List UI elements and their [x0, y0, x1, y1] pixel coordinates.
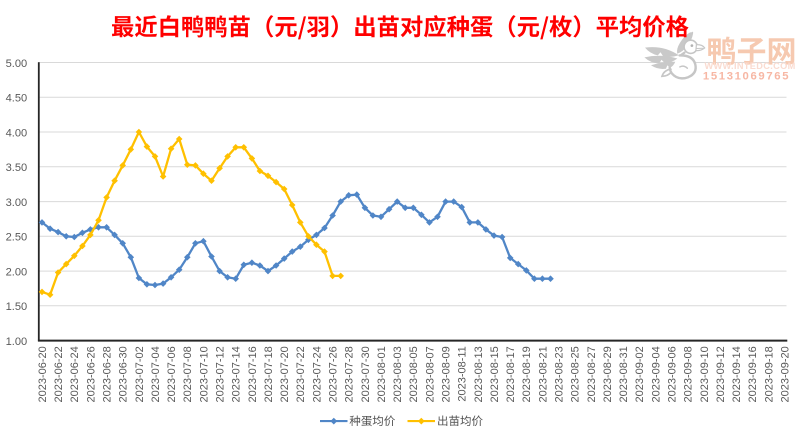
- svg-text:2023-07-06: 2023-07-06: [166, 346, 178, 402]
- svg-text:2023-08-17: 2023-08-17: [505, 346, 517, 402]
- svg-text:2023-09-10: 2023-09-10: [699, 346, 711, 402]
- svg-text:2023-08-21: 2023-08-21: [537, 346, 549, 402]
- svg-text:2023-09-18: 2023-09-18: [763, 346, 775, 402]
- svg-text:1.00: 1.00: [6, 336, 28, 348]
- svg-text:2023-08-03: 2023-08-03: [392, 346, 404, 402]
- svg-text:2023-08-11: 2023-08-11: [457, 346, 469, 401]
- svg-text:2023-06-24: 2023-06-24: [69, 346, 81, 402]
- svg-text:2023-06-28: 2023-06-28: [102, 346, 114, 402]
- svg-text:15131069765: 15131069765: [703, 70, 790, 82]
- svg-text:2023-08-09: 2023-08-09: [441, 346, 453, 402]
- svg-text:2023-07-22: 2023-07-22: [295, 346, 307, 402]
- svg-text:2023-06-26: 2023-06-26: [85, 346, 97, 402]
- svg-text:2023-08-23: 2023-08-23: [554, 346, 566, 402]
- svg-text:2023-09-20: 2023-09-20: [780, 346, 792, 402]
- svg-text:2023-07-16: 2023-07-16: [247, 346, 259, 402]
- svg-text:2023-07-28: 2023-07-28: [344, 346, 356, 402]
- svg-text:2023-06-22: 2023-06-22: [53, 346, 65, 402]
- svg-text:4.50: 4.50: [6, 93, 28, 105]
- svg-text:2023-08-25: 2023-08-25: [570, 346, 582, 402]
- svg-text:2023-09-16: 2023-09-16: [747, 346, 759, 402]
- svg-text:2023-08-31: 2023-08-31: [618, 346, 630, 402]
- svg-text:2023-06-30: 2023-06-30: [118, 346, 130, 402]
- svg-text:2023-07-26: 2023-07-26: [328, 346, 340, 402]
- svg-text:2023-08-15: 2023-08-15: [489, 346, 501, 402]
- svg-text:2023-07-08: 2023-07-08: [182, 346, 194, 402]
- svg-text:2023-09-08: 2023-09-08: [683, 346, 695, 402]
- svg-text:2023-07-12: 2023-07-12: [215, 346, 227, 402]
- svg-text:2.50: 2.50: [6, 232, 28, 244]
- svg-text:2023-06-20: 2023-06-20: [37, 346, 49, 402]
- svg-text:2023-07-14: 2023-07-14: [231, 346, 243, 402]
- svg-text:2023-08-07: 2023-08-07: [424, 346, 436, 402]
- svg-text:3.00: 3.00: [6, 197, 28, 209]
- svg-text:5.00: 5.00: [6, 58, 28, 70]
- svg-text:2023-08-27: 2023-08-27: [586, 346, 598, 402]
- svg-text:2023-08-29: 2023-08-29: [602, 346, 614, 402]
- svg-text:2023-07-20: 2023-07-20: [279, 346, 291, 402]
- svg-text:2.00: 2.00: [6, 266, 28, 278]
- svg-text:2023-07-30: 2023-07-30: [360, 346, 372, 402]
- svg-text:2023-09-14: 2023-09-14: [731, 346, 743, 402]
- svg-text:2023-08-01: 2023-08-01: [376, 346, 388, 402]
- svg-text:2023-09-04: 2023-09-04: [650, 346, 662, 402]
- svg-text:2023-08-13: 2023-08-13: [473, 346, 485, 402]
- svg-text:2023-09-02: 2023-09-02: [634, 346, 646, 402]
- svg-text:3.50: 3.50: [6, 162, 28, 174]
- svg-text:2023-07-02: 2023-07-02: [134, 346, 146, 402]
- svg-text:2023-07-24: 2023-07-24: [311, 346, 323, 402]
- svg-text:2023-07-18: 2023-07-18: [263, 346, 275, 402]
- svg-text:2023-09-06: 2023-09-06: [667, 346, 679, 402]
- svg-text:4.00: 4.00: [6, 127, 28, 139]
- svg-text:2023-07-10: 2023-07-10: [198, 346, 210, 402]
- svg-text:2023-09-12: 2023-09-12: [715, 346, 727, 402]
- svg-text:WWW.INTEDC.COM: WWW.INTEDC.COM: [705, 61, 796, 71]
- svg-text:2023-08-05: 2023-08-05: [408, 346, 420, 402]
- svg-text:2023-07-04: 2023-07-04: [150, 346, 162, 402]
- svg-text:1.50: 1.50: [6, 301, 28, 313]
- svg-text:2023-08-19: 2023-08-19: [521, 346, 533, 402]
